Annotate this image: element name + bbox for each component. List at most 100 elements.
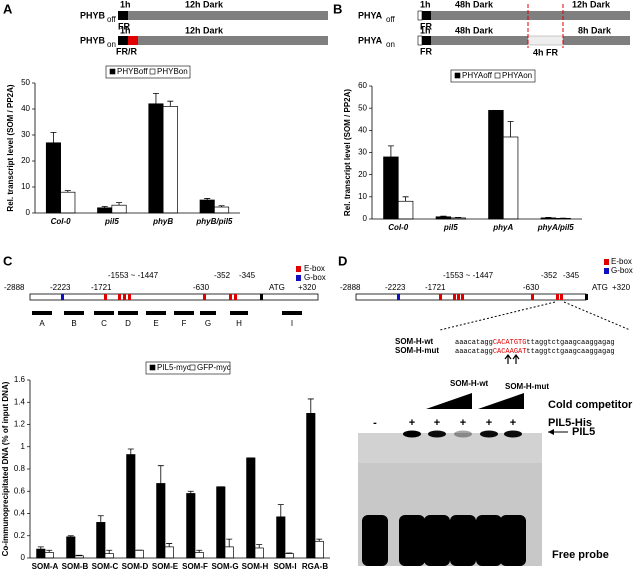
bar	[314, 540, 324, 559]
competitor-label: SOM-H-mut	[505, 382, 549, 391]
legend-box	[145, 361, 231, 375]
e-box	[118, 294, 121, 300]
bar	[276, 516, 286, 559]
error-bar	[507, 121, 514, 137]
position: -345	[239, 271, 256, 280]
band	[480, 430, 498, 438]
error-bar	[106, 549, 113, 554]
legend-label: PHYBon	[157, 67, 188, 76]
bar	[194, 552, 204, 559]
legend-swatch	[604, 259, 609, 265]
promoter-bar	[355, 293, 587, 301]
legend-box	[105, 65, 191, 79]
band	[428, 430, 446, 438]
g-box	[61, 294, 64, 300]
band-label: PIL5	[572, 426, 595, 438]
fragment-label: G	[205, 319, 211, 328]
x-tick-label: Col-0	[51, 217, 72, 226]
error-bar	[157, 465, 164, 484]
e-box	[453, 294, 456, 300]
error-bar	[64, 190, 71, 193]
y-tick-label: 10	[21, 182, 30, 191]
legend-label: PHYAon	[502, 71, 532, 80]
bar	[134, 549, 144, 559]
error-bar	[152, 93, 159, 104]
lane-sign: +	[434, 417, 440, 429]
bar	[44, 552, 54, 559]
bar	[162, 106, 178, 214]
bar	[164, 546, 174, 559]
seq: aaacatagg	[455, 348, 493, 356]
panel-label: A	[3, 1, 13, 16]
lane-sign: +	[486, 417, 492, 429]
y-tick-label: 50	[358, 103, 367, 112]
seq: aaacatagg	[455, 339, 493, 347]
y-tick-label: 30	[21, 130, 30, 139]
error-bar	[387, 145, 394, 157]
light-block	[118, 11, 128, 20]
y-tick-label: 40	[358, 125, 367, 134]
x-tick-label: pil5	[104, 217, 119, 226]
error-bar	[402, 196, 409, 202]
y-tick-label: 0.4	[14, 509, 26, 518]
fragment-label: E	[153, 319, 158, 328]
position: -2223	[50, 283, 71, 292]
y-tick-label: 20	[358, 170, 367, 179]
bar	[186, 493, 196, 559]
bar	[97, 207, 113, 214]
band	[504, 430, 522, 438]
legend-swatch	[189, 364, 196, 371]
time-label: 8h Dark	[578, 25, 612, 35]
x-tick-label: SOM-C	[92, 562, 119, 571]
x-tick-label: RGA-B	[302, 562, 328, 571]
legend-label: PHYAoff	[462, 71, 493, 80]
bar	[36, 548, 46, 559]
bar	[306, 413, 316, 559]
e-box	[560, 294, 563, 300]
bar	[156, 483, 166, 559]
error-bar	[46, 549, 53, 553]
time-label: 12h Dark	[185, 0, 224, 9]
gel-panel: SOM-H-wt SOM-H-mut Cold competitor PIL5-…	[358, 379, 633, 566]
error-bar	[101, 206, 108, 208]
seq: ttaggtctgaagcaaggagag	[526, 348, 614, 356]
position: -1721	[425, 283, 446, 292]
light-label: FR	[420, 46, 432, 56]
free-probe	[500, 515, 526, 566]
condition: PHYB	[80, 10, 106, 20]
x-tick-label: SOM-I	[273, 562, 296, 571]
bar	[148, 103, 164, 214]
bar	[60, 191, 76, 214]
error-bar	[166, 543, 173, 547]
legend-swatch	[149, 68, 156, 75]
time-label: 1h	[120, 0, 131, 9]
position: -352	[541, 271, 558, 280]
condition: PHYA	[358, 35, 383, 45]
e-box	[461, 294, 464, 300]
legend-swatch	[494, 72, 501, 79]
gel-top	[358, 433, 542, 463]
legend-swatch	[109, 68, 116, 75]
y-tick-label: 30	[358, 148, 367, 157]
dark-block	[431, 11, 630, 20]
fragment-label: I	[291, 319, 293, 328]
e-box	[234, 294, 237, 300]
lane-signs: - + + + + +	[373, 417, 516, 429]
fragment-label: B	[71, 319, 76, 328]
error-bar	[286, 552, 293, 554]
schedule-b: PHYA off 1h 48h Dark 12h Dark FR PHYA on…	[358, 0, 630, 57]
y-tick-label: 1.2	[14, 420, 26, 429]
gradient-triangle	[478, 393, 524, 409]
position: -630	[523, 283, 540, 292]
gradient-triangle	[426, 393, 472, 409]
time-label: 12h Dark	[185, 25, 224, 35]
bar	[488, 110, 504, 220]
y-axis-label: Rel. transcript level (SOM / PP2A)	[343, 89, 352, 216]
legend-label: E-box	[304, 264, 325, 273]
time-label: 48h Dark	[455, 25, 494, 35]
light-block	[128, 36, 138, 45]
lane-sign: -	[373, 417, 377, 429]
x-tick-label: SOM-D	[122, 562, 149, 571]
band	[403, 430, 421, 438]
error-bar	[116, 202, 123, 206]
